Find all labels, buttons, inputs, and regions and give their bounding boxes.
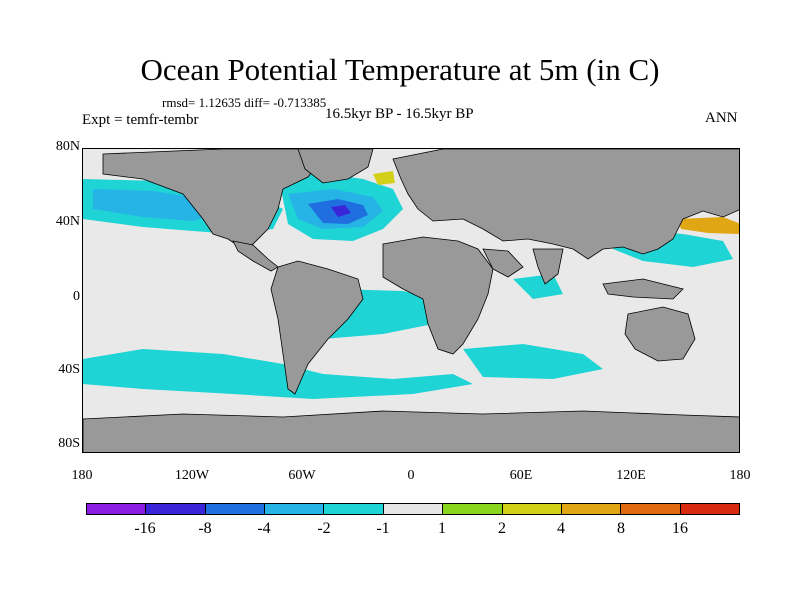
australia xyxy=(624,306,696,362)
antarctica xyxy=(83,410,739,452)
colorbar-label: -1 xyxy=(376,520,390,537)
colorbar-label: -2 xyxy=(317,520,331,537)
colorbar-segment xyxy=(502,504,562,514)
arabia xyxy=(482,248,524,278)
x-axis-label: 60E xyxy=(509,468,533,483)
central-america xyxy=(232,240,279,272)
land xyxy=(83,149,739,452)
colorbar-label: 16 xyxy=(672,520,688,537)
season-label: ANN xyxy=(705,110,738,126)
y-axis-label: 0 xyxy=(73,289,80,304)
world-map xyxy=(83,149,739,452)
colorbar-label: 4 xyxy=(557,520,565,537)
india xyxy=(532,248,564,285)
y-axis-label: 40N xyxy=(55,214,80,229)
colorbar-segment xyxy=(561,504,622,514)
colorbar-label: 1 xyxy=(438,520,446,537)
colorbar-segment xyxy=(621,504,681,514)
colorbar-segment xyxy=(146,504,206,514)
y-axis-label: 40S xyxy=(58,362,80,377)
south-indian-anomaly xyxy=(463,344,603,379)
nordic-seas-anomaly xyxy=(373,171,395,185)
colorbar-segment xyxy=(680,504,739,514)
plot-title: Ocean Potential Temperature at 5m (in C) xyxy=(140,52,660,87)
greenland xyxy=(297,149,374,184)
colorbar xyxy=(86,503,740,515)
x-axis-label: 60W xyxy=(288,468,316,483)
x-axis-label: 120W xyxy=(174,468,210,483)
x-axis-label: 120E xyxy=(616,468,646,483)
colorbar-segment xyxy=(443,504,503,514)
europe-asia xyxy=(392,149,739,260)
colorbar-label: -4 xyxy=(257,520,271,537)
colorbar-label: 2 xyxy=(498,520,506,537)
colorbar-label: -16 xyxy=(134,520,156,537)
colorbar-segment xyxy=(87,504,147,514)
period-label: 16.5kyr BP - 16.5kyr BP xyxy=(325,106,474,122)
x-axis-label: 180 xyxy=(729,468,751,483)
colorbar-segment xyxy=(324,504,384,514)
indian-ocean-anomaly xyxy=(513,274,563,299)
kuroshio-anomaly xyxy=(678,217,739,234)
colorbar-segment xyxy=(265,504,325,514)
colorbar-segment xyxy=(205,504,266,514)
south-america xyxy=(270,260,364,395)
y-axis-label: 80S xyxy=(58,436,80,451)
colorbar-label: -8 xyxy=(198,520,212,537)
map-panel xyxy=(82,148,740,453)
x-axis-label: 0 xyxy=(407,468,415,483)
experiment-label: Expt = temfr-tembr xyxy=(82,112,199,128)
north-atlantic-anomaly-min xyxy=(331,205,351,217)
maritime-continent xyxy=(602,278,684,300)
x-axis-label: 180 xyxy=(71,468,93,483)
southern-ocean-anomaly xyxy=(83,349,473,399)
stats-label: rmsd= 1.12635 diff= -0.713385 xyxy=(162,95,327,110)
y-axis-label: 80N xyxy=(55,139,80,154)
africa xyxy=(382,236,494,355)
colorbar-segment xyxy=(383,504,444,514)
colorbar-label: 8 xyxy=(617,520,625,537)
